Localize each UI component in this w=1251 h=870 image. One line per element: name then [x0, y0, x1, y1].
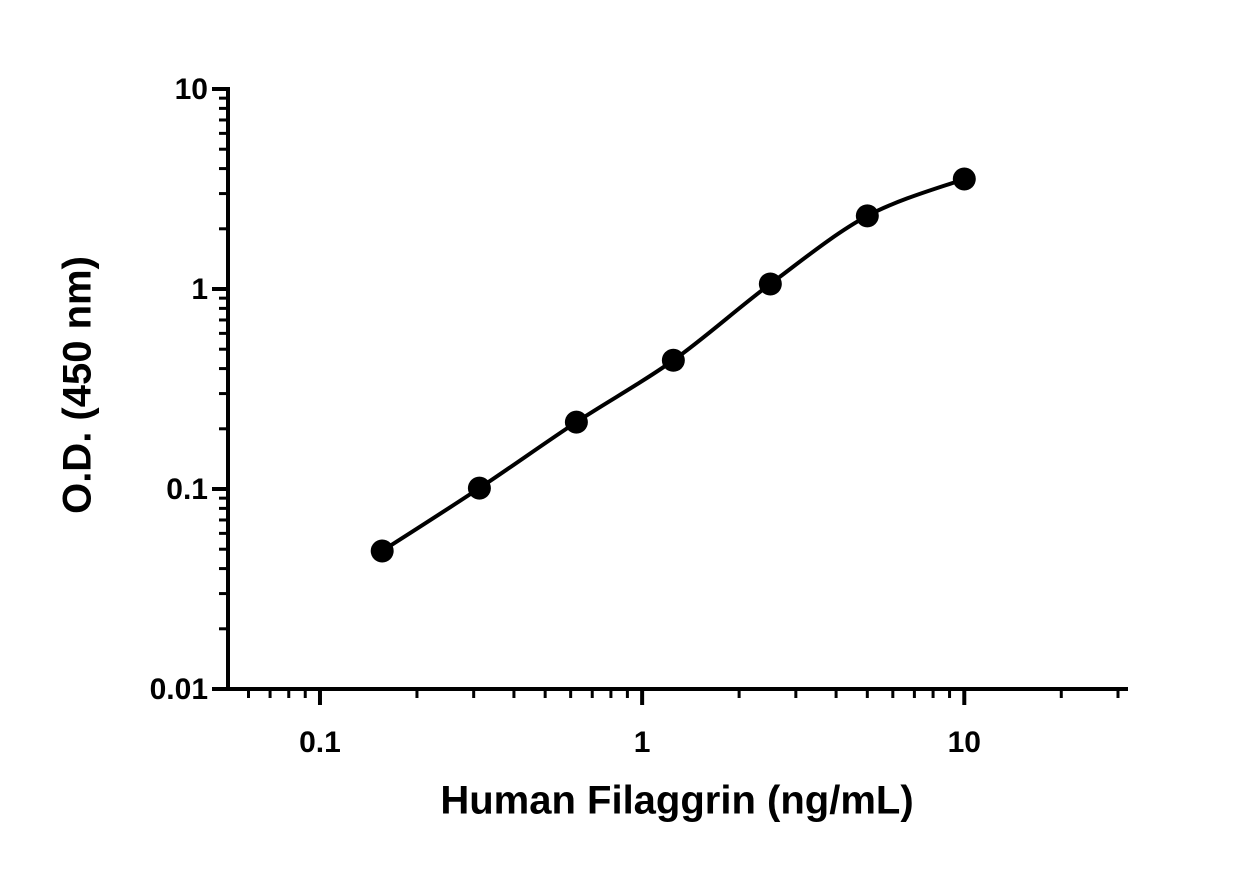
- y-tick-label: 10: [175, 73, 208, 106]
- y-tick-label: 0.01: [150, 673, 208, 706]
- x-tick-label: 0.1: [299, 726, 341, 759]
- data-point: [661, 348, 685, 372]
- y-tick-label: 1: [191, 273, 208, 306]
- data-point: [952, 167, 976, 191]
- x-tick-label: 10: [948, 726, 981, 759]
- data-point: [855, 204, 879, 228]
- x-axis-title: Human Filaggrin (ng/mL): [440, 779, 913, 823]
- data-point: [758, 272, 782, 296]
- data-point: [564, 410, 588, 434]
- y-axis-title: O.D. (450 nm): [56, 256, 100, 514]
- x-tick-label: 1: [634, 726, 651, 759]
- y-tick-label: 0.1: [166, 473, 208, 506]
- data-point: [370, 539, 394, 563]
- data-point: [467, 476, 491, 500]
